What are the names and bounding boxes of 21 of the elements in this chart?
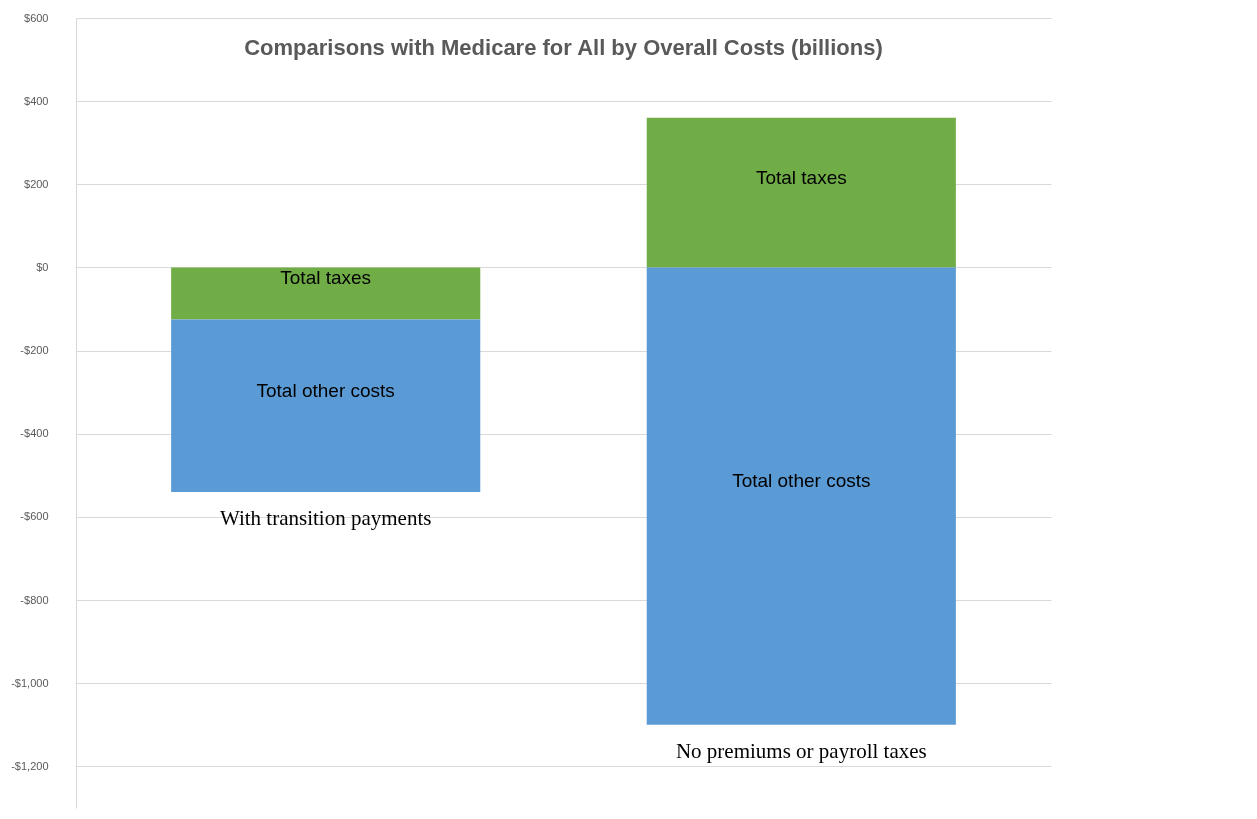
- y-tick-label: -$200: [20, 344, 49, 357]
- text: Total other costs: [732, 470, 871, 492]
- x-tick-label: No premiums or payroll taxes: [675, 738, 927, 763]
- y-tick-label: $200: [24, 177, 49, 190]
- bar: [646, 117, 956, 268]
- bar: [646, 267, 956, 725]
- bar: [171, 319, 481, 492]
- series-label: Total taxes: [280, 267, 372, 289]
- y-tick-label: -$1,000: [11, 676, 49, 689]
- y-tick-label: -$1,200: [11, 759, 49, 772]
- series-label: Total other costs: [256, 379, 395, 401]
- y-tick-label: -$600: [20, 510, 49, 523]
- bar: [171, 267, 481, 320]
- y-tick-label: $600: [24, 11, 49, 24]
- text: Comparisons with Medicare for All by Overall Costs (billions): [244, 35, 883, 60]
- x-tick-label: With transition payments: [219, 506, 432, 530]
- y-tick-label: -$800: [20, 593, 49, 606]
- y-tick-label: -$400: [20, 427, 49, 440]
- text: Total taxes: [755, 166, 847, 188]
- y-tick-label: $0: [36, 260, 49, 273]
- y-tick-label: $400: [24, 94, 49, 107]
